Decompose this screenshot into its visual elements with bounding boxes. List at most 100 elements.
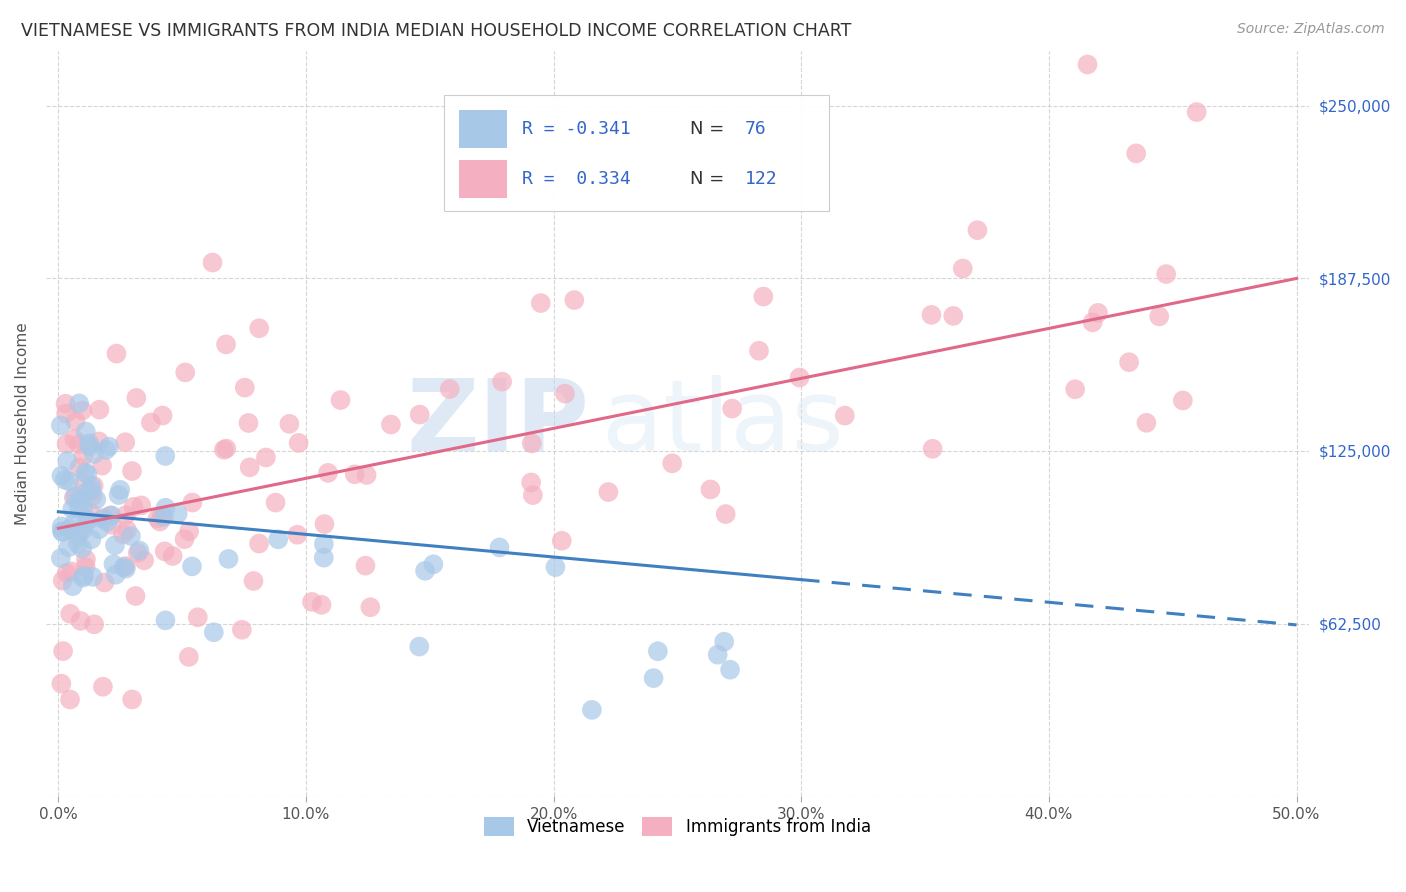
Point: [73, 449, 96, 463]
Point: [146, 511, 169, 525]
Point: [98, 440, 121, 454]
Point: [127, 546, 149, 560]
Point: [789, 370, 811, 384]
Point: [714, 507, 737, 521]
Text: R =  0.334: R = 0.334: [522, 169, 631, 188]
Point: [643, 671, 665, 685]
Point: [551, 533, 574, 548]
Point: [80, 506, 103, 520]
Point: [55, 437, 77, 451]
Point: [76, 467, 98, 481]
Point: [267, 533, 290, 547]
Legend: Vietnamese, Immigrants from India: Vietnamese, Immigrants from India: [484, 817, 870, 836]
Point: [1076, 57, 1098, 71]
Point: [408, 640, 430, 654]
Point: [103, 558, 125, 572]
Text: VIETNAMESE VS IMMIGRANTS FROM INDIA MEDIAN HOUSEHOLD INCOME CORRELATION CHART: VIETNAMESE VS IMMIGRANTS FROM INDIA MEDI…: [21, 22, 852, 40]
Point: [285, 527, 308, 541]
Point: [66, 529, 89, 543]
Point: [91, 680, 114, 694]
Y-axis label: Median Household Income: Median Household Income: [15, 322, 30, 524]
Point: [104, 567, 127, 582]
Point: [1125, 146, 1147, 161]
Point: [278, 417, 301, 431]
Point: [72, 500, 94, 515]
Point: [67, 525, 90, 540]
Point: [66, 537, 89, 551]
Point: [153, 544, 176, 558]
Point: [380, 417, 402, 432]
Point: [121, 464, 143, 478]
Point: [59, 522, 82, 536]
Point: [82, 489, 104, 503]
Point: [55, 397, 77, 411]
Point: [72, 477, 94, 491]
Point: [49, 551, 72, 566]
Point: [155, 500, 177, 515]
Point: [63, 491, 86, 505]
Point: [422, 558, 444, 572]
Point: [598, 485, 620, 500]
Point: [62, 517, 84, 532]
Point: [162, 549, 184, 563]
Point: [1154, 267, 1177, 281]
Point: [921, 442, 943, 456]
Point: [60, 502, 83, 516]
Point: [174, 365, 197, 379]
Point: [67, 437, 90, 451]
Point: [75, 466, 97, 480]
Point: [115, 523, 138, 537]
Point: [67, 396, 90, 410]
Text: R = -0.341: R = -0.341: [522, 120, 631, 138]
Point: [63, 489, 86, 503]
Point: [97, 515, 120, 529]
Point: [247, 321, 270, 335]
FancyBboxPatch shape: [444, 95, 830, 211]
Point: [93, 575, 115, 590]
Point: [718, 663, 741, 677]
Point: [51, 676, 73, 690]
Point: [89, 522, 111, 536]
Point: [301, 595, 323, 609]
Point: [104, 538, 127, 552]
Point: [59, 692, 82, 706]
Point: [177, 649, 200, 664]
Point: [93, 511, 115, 525]
Point: [1135, 416, 1157, 430]
Text: N =: N =: [690, 169, 724, 188]
Point: [105, 346, 128, 360]
Point: [952, 261, 974, 276]
Point: [100, 508, 122, 523]
Point: [1185, 105, 1208, 120]
Point: [748, 343, 770, 358]
Point: [1081, 315, 1104, 329]
Point: [520, 436, 543, 450]
Point: [343, 467, 366, 482]
Point: [124, 589, 146, 603]
Point: [69, 492, 91, 507]
Point: [699, 483, 721, 497]
Text: 122: 122: [744, 169, 778, 188]
Point: [150, 508, 173, 523]
Point: [166, 507, 188, 521]
Point: [52, 524, 75, 539]
Point: [173, 532, 195, 546]
Point: [153, 509, 176, 524]
Point: [51, 524, 73, 539]
Point: [1064, 382, 1087, 396]
Point: [242, 574, 264, 588]
Point: [114, 435, 136, 450]
Point: [70, 541, 93, 556]
Point: [87, 434, 110, 449]
Point: [1118, 355, 1140, 369]
Point: [58, 540, 80, 554]
Point: [520, 475, 543, 490]
Point: [56, 454, 79, 468]
Point: [488, 541, 510, 555]
Point: [52, 574, 75, 588]
Point: [316, 466, 339, 480]
Point: [155, 449, 177, 463]
Point: [202, 625, 225, 640]
Point: [149, 515, 172, 529]
Point: [239, 460, 262, 475]
